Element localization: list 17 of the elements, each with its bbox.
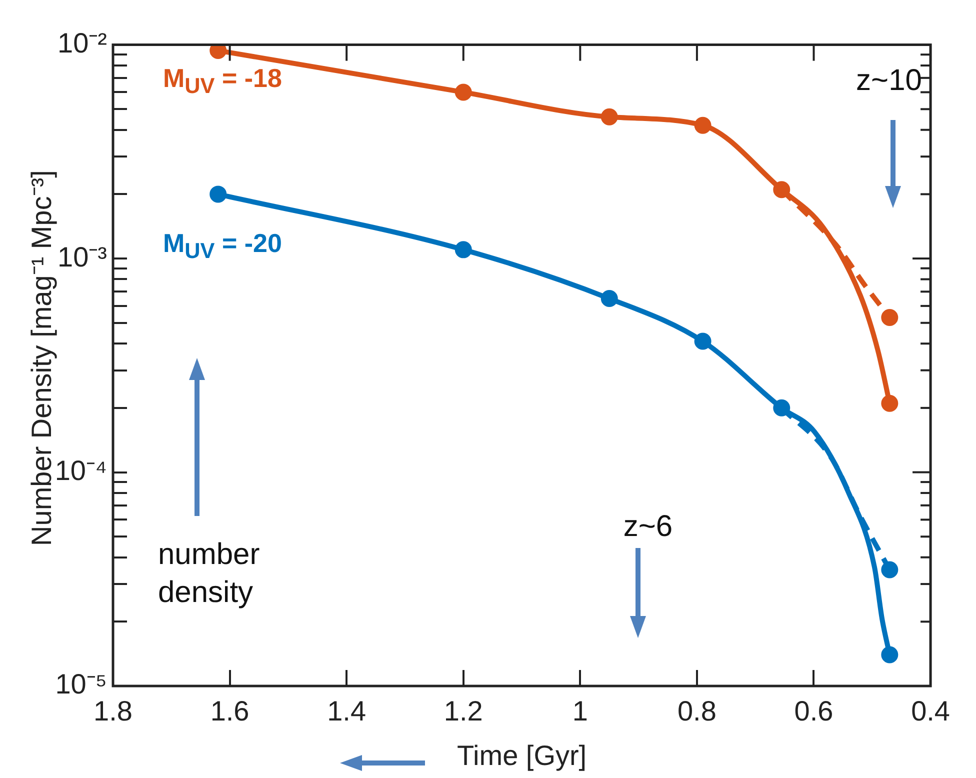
annotation: number density: [158, 537, 261, 610]
x-tick-label: 1.2: [444, 696, 483, 727]
annotation: z~6: [622, 509, 674, 545]
x-tick-label: 0.8: [677, 696, 716, 727]
y-tick-label: 10⁻²: [58, 28, 107, 59]
x-tick-label: 1: [572, 696, 588, 727]
y-axis-title: Number Density [mag⁻¹ Mpc⁻³]: [25, 170, 57, 546]
y-tick-label: 10⁻⁴: [54, 454, 107, 486]
x-tick-label: 0.6: [794, 696, 834, 727]
x-tick-label: 1.4: [327, 696, 366, 727]
x-tick-label: 0.4: [911, 696, 950, 727]
series-label: M$_{UV}$ = -20: [163, 228, 282, 264]
series-label: M$_{UV}$ = -18: [163, 63, 282, 100]
x-tick-label: 1.6: [210, 696, 250, 727]
annotation: z~10: [855, 63, 923, 99]
x-axis-title: Time [Gyr]: [456, 740, 587, 771]
y-tick-label: 10⁻³: [58, 241, 107, 272]
